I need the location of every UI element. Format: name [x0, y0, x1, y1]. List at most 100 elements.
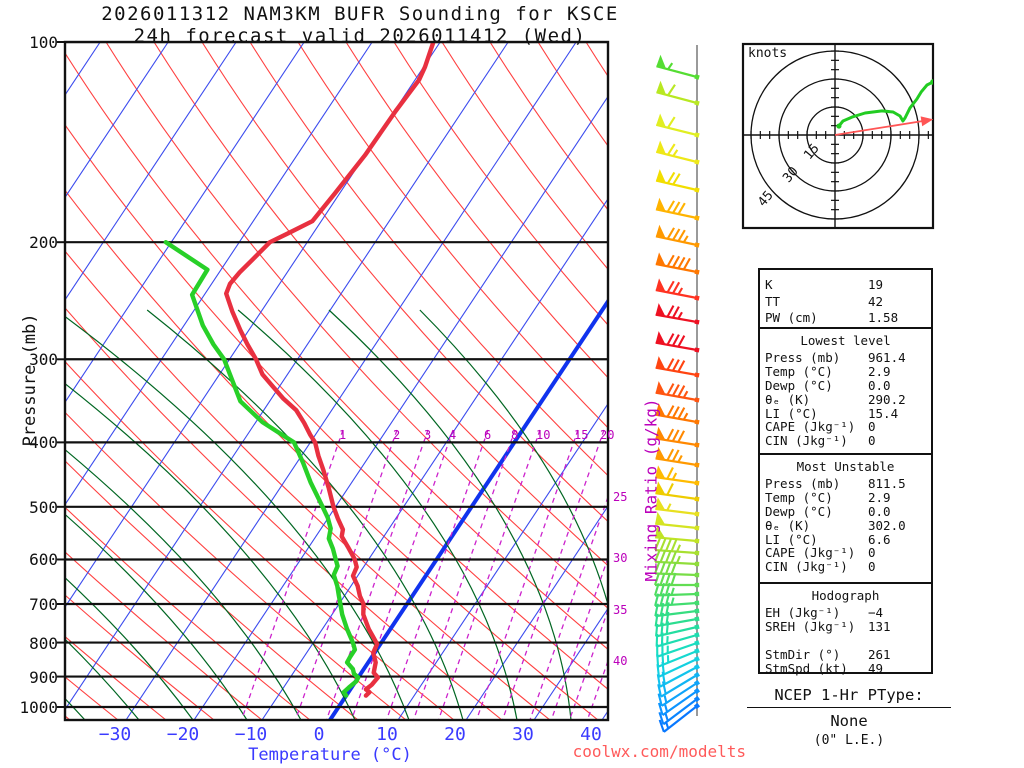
table-row: Temp (°C) 2.9 [760, 489, 931, 505]
table-row-value: 42 [868, 293, 884, 309]
table-row: LI (°C) 15.4 [760, 405, 931, 421]
temperature-tick-label: −10 [234, 724, 268, 745]
table-row-value: 6.6 [868, 531, 891, 547]
mixing-ratio-axis-label: Mixing Ratio (g/kg) [641, 398, 661, 582]
table-row-label: StmDir (°) [765, 646, 841, 662]
temperature-tick-label: 10 [376, 724, 398, 745]
table-row-label: Temp (°C) [765, 363, 833, 379]
table-row: EH (Jkg⁻¹) −4 [760, 606, 931, 620]
table-row-label: K [765, 277, 773, 292]
table-row-label: Press (mb) [765, 476, 841, 491]
table-row: θₑ (K) 302.0 [760, 517, 931, 533]
mixing-ratio-tick-label: 6 [484, 428, 492, 442]
table-row-label: θₑ (K) [765, 391, 811, 407]
table-row: Dewp (°C) 0.0 [760, 377, 931, 393]
table-row-label: CAPE (Jkg⁻¹) [765, 419, 856, 435]
table-row-label: SREH (Jkg⁻¹) [765, 618, 856, 634]
table-section: Most Unstable Press (mb) 811.5 Temp (°C) 2.9… [760, 453, 931, 582]
mixing-ratio-tick-label: 2 [393, 428, 401, 442]
pressure-tick-label: 800 [29, 634, 58, 653]
temperature-tick-label: 30 [512, 724, 534, 745]
table-row-value: 261 [868, 646, 891, 662]
pressure-tick-label: 1000 [19, 698, 58, 717]
table-row: K 19 [760, 277, 931, 294]
table-row-label: CIN (Jkg⁻¹) [765, 433, 848, 449]
table-row-label: Temp (°C) [765, 489, 833, 505]
mixing-ratio-tick-label: 1 [339, 428, 347, 442]
pressure-tick-label: 400 [29, 433, 58, 452]
temperature-tick-label: 20 [444, 724, 466, 745]
watermark: coolwx.com/modelts [572, 742, 746, 761]
table-row: TT 42 [760, 294, 931, 311]
pressure-tick-label: 500 [29, 498, 58, 517]
table-section-header: Hodograph [811, 588, 880, 603]
table-row: Press (mb) 811.5 [760, 477, 931, 491]
table-row-value: 0 [868, 433, 876, 449]
table-row-value: 961.4 [868, 350, 906, 365]
table-row: PW (cm) 1.58 [760, 310, 931, 327]
temperature-tick-label: −30 [98, 724, 132, 745]
table-row-label: LI (°C) [765, 531, 818, 547]
table-row-value: 2.9 [868, 489, 891, 505]
mixing-ratio-tick-label: 30 [613, 551, 628, 565]
chart-title-line1: 2026011312 NAM3KM BUFR Sounding for KSCE [101, 3, 619, 25]
temperature-tick-label: −20 [166, 724, 200, 745]
table-row-value: 0 [868, 545, 876, 561]
mixing-ratio-tick-label: 20 [600, 428, 615, 442]
table-row: SREH (Jkg⁻¹) 131 [760, 618, 931, 634]
table-row-label: Dewp (°C) [765, 377, 833, 393]
mixing-ratio-tick-label: 3 [424, 428, 432, 442]
table-row-value: 0 [868, 559, 876, 575]
table-row-value: 15.4 [868, 405, 899, 421]
table-row-label: CIN (Jkg⁻¹) [765, 559, 848, 575]
mixing-ratio-tick-label: 10 [536, 428, 551, 442]
table-row: Press (mb) 961.4 [760, 351, 931, 365]
ptype-value: None [830, 712, 868, 730]
table-row: StmSpd (kt) 49 [760, 660, 931, 676]
table-section: K 19 TT 42 PW (cm) 1.58 [760, 270, 931, 327]
table-row: CAPE (Jkg⁻¹) 0 [760, 420, 931, 434]
table-row-value: 2.9 [868, 363, 891, 379]
mixing-ratio-tick-label: 8 [511, 428, 519, 442]
pressure-tick-label: 600 [29, 550, 58, 569]
table-row-label: θₑ (K) [765, 517, 811, 533]
mixing-ratio-tick-label: 35 [613, 603, 628, 617]
table-row-label: CAPE (Jkg⁻¹) [765, 545, 856, 561]
temperature-tick-label: 40 [580, 724, 602, 745]
table-section: Lowest level Press (mb) 961.4 Temp (°C) 2.9 D… [760, 327, 931, 453]
ptype-header: NCEP 1-Hr PType: [747, 686, 951, 708]
temperature-axis-label: Temperature (°C) [248, 745, 412, 765]
table-row-label: Press (mb) [765, 350, 841, 365]
table-row-label: EH (Jkg⁻¹) [765, 605, 841, 620]
table-section: Hodograph EH (Jkg⁻¹) −4 SREH (Jkg⁻¹) 131 StmD… [760, 582, 931, 675]
table-row-value: −4 [868, 605, 884, 620]
table-row-label: StmSpd (kt) [765, 660, 848, 676]
table-row: CIN (Jkg⁻¹) 0 [760, 434, 931, 448]
table-row-value: 131 [868, 618, 891, 634]
table-row-label: PW (cm) [765, 310, 818, 325]
table-row-value: 49 [868, 660, 884, 676]
table-row: CIN (Jkg⁻¹) 0 [760, 560, 931, 574]
chart-title-line2: 24h forecast valid 2026011412 (Wed) [133, 25, 587, 47]
table-row: Temp (°C) 2.9 [760, 363, 931, 379]
pressure-axis-label: Pressure (mb) [20, 313, 40, 447]
mixing-ratio-tick-label: 15 [574, 428, 589, 442]
pressure-tick-label: 200 [29, 233, 58, 252]
table-row-value: 811.5 [868, 476, 906, 491]
mixing-ratio-tick-label: 4 [449, 428, 457, 442]
temperature-tick-label: 0 [313, 724, 325, 745]
table-section-header: Most Unstable [796, 459, 895, 474]
ptype-liquid-equivalent: (0" L.E.) [813, 733, 885, 748]
table-section-header: Lowest level [800, 333, 891, 348]
table-row: Dewp (°C) 0.0 [760, 503, 931, 519]
table-row-label: LI (°C) [765, 405, 818, 421]
table-row-value: 0.0 [868, 503, 891, 519]
pressure-tick-label: 700 [29, 595, 58, 614]
table-row-value: 1.58 [868, 310, 899, 325]
hodograph-units-label: knots [748, 46, 788, 61]
table-row: θₑ (K) 290.2 [760, 391, 931, 407]
ptype-panel: NCEP 1-Hr PType: None (0" L.E.) [747, 686, 951, 748]
table-row-value: 302.0 [868, 517, 906, 533]
